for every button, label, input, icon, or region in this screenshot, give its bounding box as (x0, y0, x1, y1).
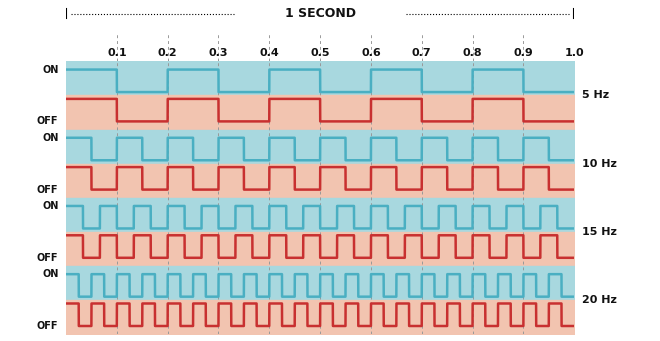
Text: 0.1: 0.1 (107, 48, 127, 58)
Text: ON: ON (42, 64, 58, 75)
Text: 1 SECOND: 1 SECOND (284, 7, 356, 20)
Text: 0.6: 0.6 (361, 48, 381, 58)
Text: OFF: OFF (37, 321, 58, 331)
Text: 0.9: 0.9 (513, 48, 533, 58)
Text: 0.3: 0.3 (209, 48, 228, 58)
Text: OFF: OFF (37, 184, 58, 195)
Text: 0.7: 0.7 (412, 48, 432, 58)
Text: 0.5: 0.5 (310, 48, 330, 58)
Text: ON: ON (42, 269, 58, 279)
Text: ON: ON (42, 201, 58, 211)
Text: 20 Hz: 20 Hz (582, 295, 616, 305)
Text: 10 Hz: 10 Hz (582, 159, 616, 169)
Text: 1.0: 1.0 (564, 48, 584, 58)
Text: OFF: OFF (37, 116, 58, 127)
Text: 0.2: 0.2 (158, 48, 178, 58)
Text: ON: ON (42, 133, 58, 143)
Text: 0.8: 0.8 (463, 48, 482, 58)
Text: 5 Hz: 5 Hz (582, 90, 609, 101)
Text: 0.4: 0.4 (259, 48, 279, 58)
Text: OFF: OFF (37, 253, 58, 263)
Text: 15 Hz: 15 Hz (582, 227, 616, 237)
